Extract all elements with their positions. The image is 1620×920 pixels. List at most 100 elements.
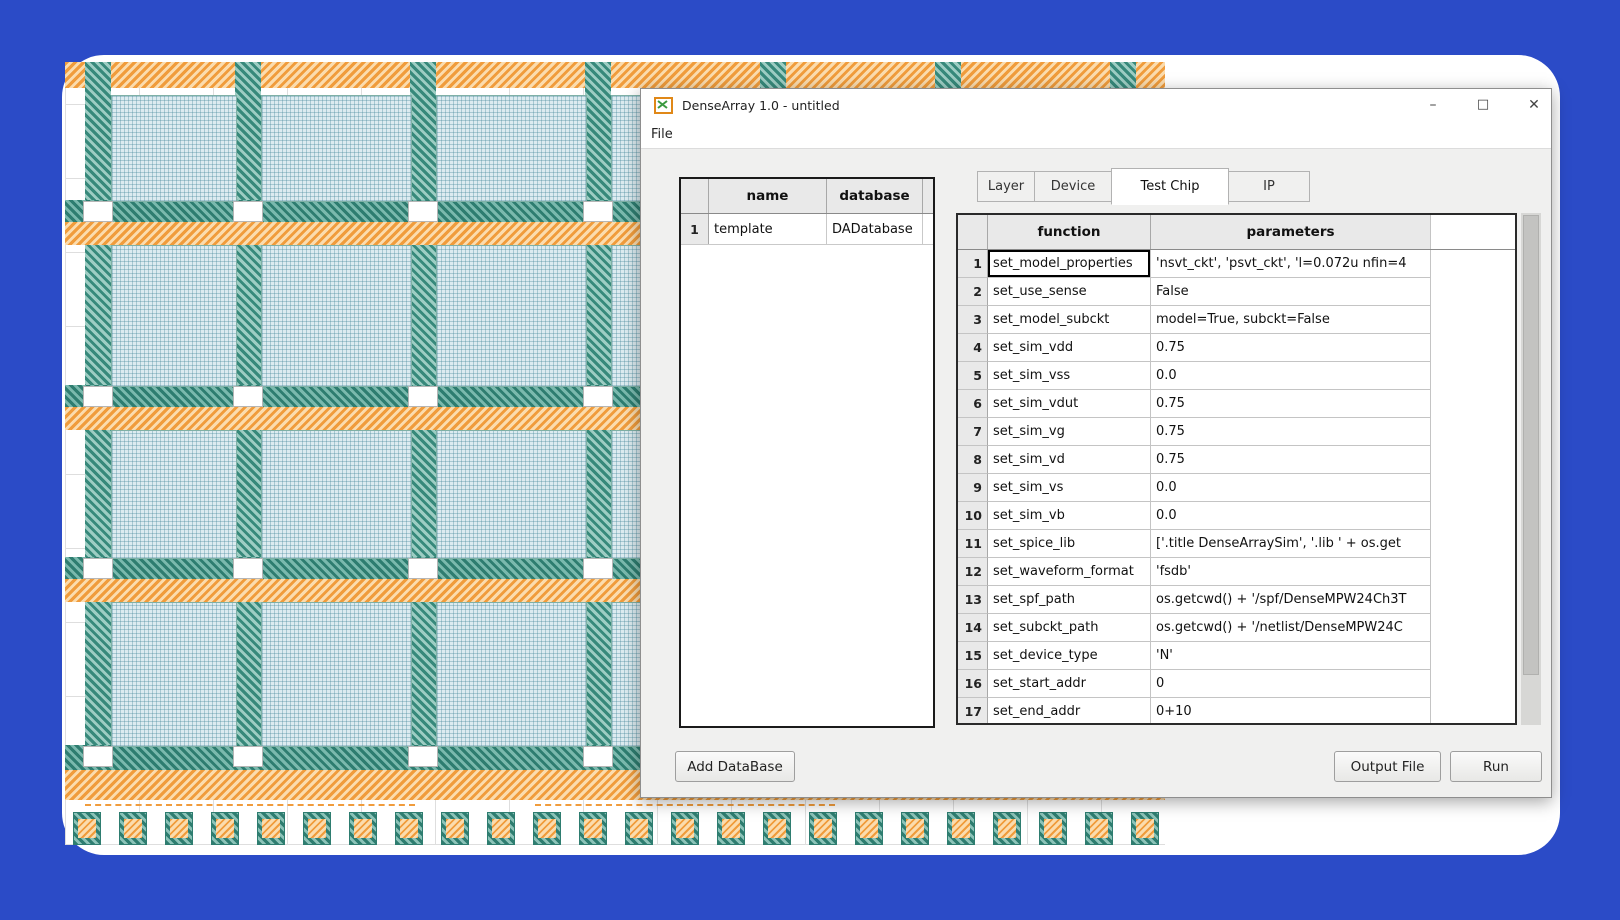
table-row[interactable]: 11 set_spice_lib ['.title DenseArraySim'… <box>958 530 1515 558</box>
parameters-cell[interactable]: ['.title DenseArraySim', '.lib ' + os.ge… <box>1151 530 1431 558</box>
row-number[interactable]: 17 <box>958 698 988 723</box>
function-cell[interactable]: set_waveform_format <box>988 558 1151 586</box>
function-cell[interactable]: set_sim_vdut <box>988 390 1151 418</box>
chip-pattern-element <box>83 746 113 767</box>
chip-pattern-element <box>947 812 975 845</box>
row-filler <box>1431 670 1515 698</box>
tab-device[interactable]: Device <box>1034 171 1112 202</box>
function-cell[interactable]: set_use_sense <box>988 278 1151 306</box>
add-database-button[interactable]: Add DataBase <box>675 751 795 782</box>
chip-pattern-element <box>408 558 438 579</box>
function-cell[interactable]: set_sim_vs <box>988 474 1151 502</box>
row-number[interactable]: 1 <box>681 214 709 244</box>
row-number[interactable]: 6 <box>958 390 988 418</box>
parameters-cell[interactable]: os.getcwd() + '/spf/DenseMPW24Ch3T <box>1151 586 1431 614</box>
row-number[interactable]: 8 <box>958 446 988 474</box>
parameters-cell[interactable]: 0.75 <box>1151 390 1431 418</box>
table-row[interactable]: 14 set_subckt_path os.getcwd() + '/netli… <box>958 614 1515 642</box>
maximize-button[interactable]: □ <box>1476 97 1490 112</box>
row-number[interactable]: 7 <box>958 418 988 446</box>
table-row[interactable]: 12 set_waveform_format 'fsdb' <box>958 558 1515 586</box>
row-filler <box>1431 306 1515 334</box>
table-row[interactable]: 7 set_sim_vg 0.75 <box>958 418 1515 446</box>
chip-pattern-element <box>1131 812 1159 845</box>
row-number[interactable]: 4 <box>958 334 988 362</box>
row-number[interactable]: 2 <box>958 278 988 306</box>
row-number[interactable]: 11 <box>958 530 988 558</box>
menu-item-file[interactable]: File <box>651 127 673 142</box>
table-row[interactable]: 1 set_model_properties 'nsvt_ckt', 'psvt… <box>958 250 1515 278</box>
scrollbar-thumb[interactable] <box>1523 215 1539 675</box>
function-cell[interactable]: set_sim_vb <box>988 502 1151 530</box>
parameters-cell[interactable]: os.getcwd() + '/netlist/DenseMPW24C <box>1151 614 1431 642</box>
name-cell[interactable]: template <box>709 214 827 244</box>
chip-pattern-element <box>436 602 587 747</box>
function-cell[interactable]: set_device_type <box>988 642 1151 670</box>
output-file-button[interactable]: Output File <box>1334 751 1441 782</box>
table-row[interactable]: 4 set_sim_vdd 0.75 <box>958 334 1515 362</box>
row-number[interactable]: 10 <box>958 502 988 530</box>
function-cell[interactable]: set_sim_vss <box>988 362 1151 390</box>
run-button[interactable]: Run <box>1450 751 1542 782</box>
chip-pattern-element <box>303 812 331 845</box>
chip-pattern-element <box>73 812 101 845</box>
table-row[interactable]: 2 set_use_sense False <box>958 278 1515 306</box>
header-corner-cell <box>958 215 988 249</box>
table-row[interactable]: 17 set_end_addr 0+10 <box>958 698 1515 723</box>
function-cell[interactable]: set_sim_vdd <box>988 334 1151 362</box>
tab-ip[interactable]: IP <box>1228 171 1310 202</box>
parameters-cell[interactable]: 0.0 <box>1151 362 1431 390</box>
function-cell[interactable]: set_model_properties <box>988 250 1151 278</box>
parameters-cell[interactable]: 'fsdb' <box>1151 558 1431 586</box>
function-cell[interactable]: set_spf_path <box>988 586 1151 614</box>
table-row[interactable]: 1 template DADatabase <box>681 214 933 245</box>
chip-pattern-element <box>441 812 469 845</box>
row-number[interactable]: 9 <box>958 474 988 502</box>
function-cell[interactable]: set_start_addr <box>988 670 1151 698</box>
vertical-scrollbar[interactable] <box>1521 213 1541 725</box>
table-row[interactable]: 10 set_sim_vb 0.0 <box>958 502 1515 530</box>
chip-pattern-element <box>436 430 587 559</box>
row-number[interactable]: 1 <box>958 250 988 278</box>
parameters-cell[interactable]: 0.0 <box>1151 502 1431 530</box>
table-row[interactable]: 5 set_sim_vss 0.0 <box>958 362 1515 390</box>
row-number[interactable]: 5 <box>958 362 988 390</box>
database-cell[interactable]: DADatabase <box>827 214 923 244</box>
function-cell[interactable]: set_model_subckt <box>988 306 1151 334</box>
function-cell[interactable]: set_spice_lib <box>988 530 1151 558</box>
table-row[interactable]: 8 set_sim_vd 0.75 <box>958 446 1515 474</box>
table-row[interactable]: 15 set_device_type 'N' <box>958 642 1515 670</box>
header-parameters: parameters <box>1151 215 1431 249</box>
parameters-cell[interactable]: 0.75 <box>1151 334 1431 362</box>
table-row[interactable]: 6 set_sim_vdut 0.75 <box>958 390 1515 418</box>
row-number[interactable]: 14 <box>958 614 988 642</box>
table-row[interactable]: 3 set_model_subckt model=True, subckt=Fa… <box>958 306 1515 334</box>
close-button[interactable]: ✕ <box>1528 96 1540 113</box>
table-row[interactable]: 9 set_sim_vs 0.0 <box>958 474 1515 502</box>
row-number[interactable]: 15 <box>958 642 988 670</box>
parameters-cell[interactable]: 0.75 <box>1151 446 1431 474</box>
table-row[interactable]: 16 set_start_addr 0 <box>958 670 1515 698</box>
parameters-cell[interactable]: model=True, subckt=False <box>1151 306 1431 334</box>
function-cell[interactable]: set_end_addr <box>988 698 1151 723</box>
minimize-button[interactable]: – <box>1429 96 1437 113</box>
parameters-cell[interactable]: 0+10 <box>1151 698 1431 723</box>
row-number[interactable]: 3 <box>958 306 988 334</box>
row-number[interactable]: 12 <box>958 558 988 586</box>
parameters-cell[interactable]: 0.0 <box>1151 474 1431 502</box>
row-number[interactable]: 13 <box>958 586 988 614</box>
function-cell[interactable]: set_subckt_path <box>988 614 1151 642</box>
chip-pattern-element <box>211 812 239 845</box>
tab-test-chip[interactable]: Test Chip <box>1111 168 1229 205</box>
parameters-cell[interactable]: 0 <box>1151 670 1431 698</box>
row-number[interactable]: 16 <box>958 670 988 698</box>
chip-pattern-element <box>119 812 147 845</box>
parameters-cell[interactable]: 'N' <box>1151 642 1431 670</box>
tab-layer[interactable]: Layer <box>977 171 1035 202</box>
table-row[interactable]: 13 set_spf_path os.getcwd() + '/spf/Dens… <box>958 586 1515 614</box>
parameters-cell[interactable]: False <box>1151 278 1431 306</box>
function-cell[interactable]: set_sim_vd <box>988 446 1151 474</box>
function-cell[interactable]: set_sim_vg <box>988 418 1151 446</box>
parameters-cell[interactable]: 0.75 <box>1151 418 1431 446</box>
parameters-cell[interactable]: 'nsvt_ckt', 'psvt_ckt', 'l=0.072u nfin=4 <box>1151 250 1431 278</box>
